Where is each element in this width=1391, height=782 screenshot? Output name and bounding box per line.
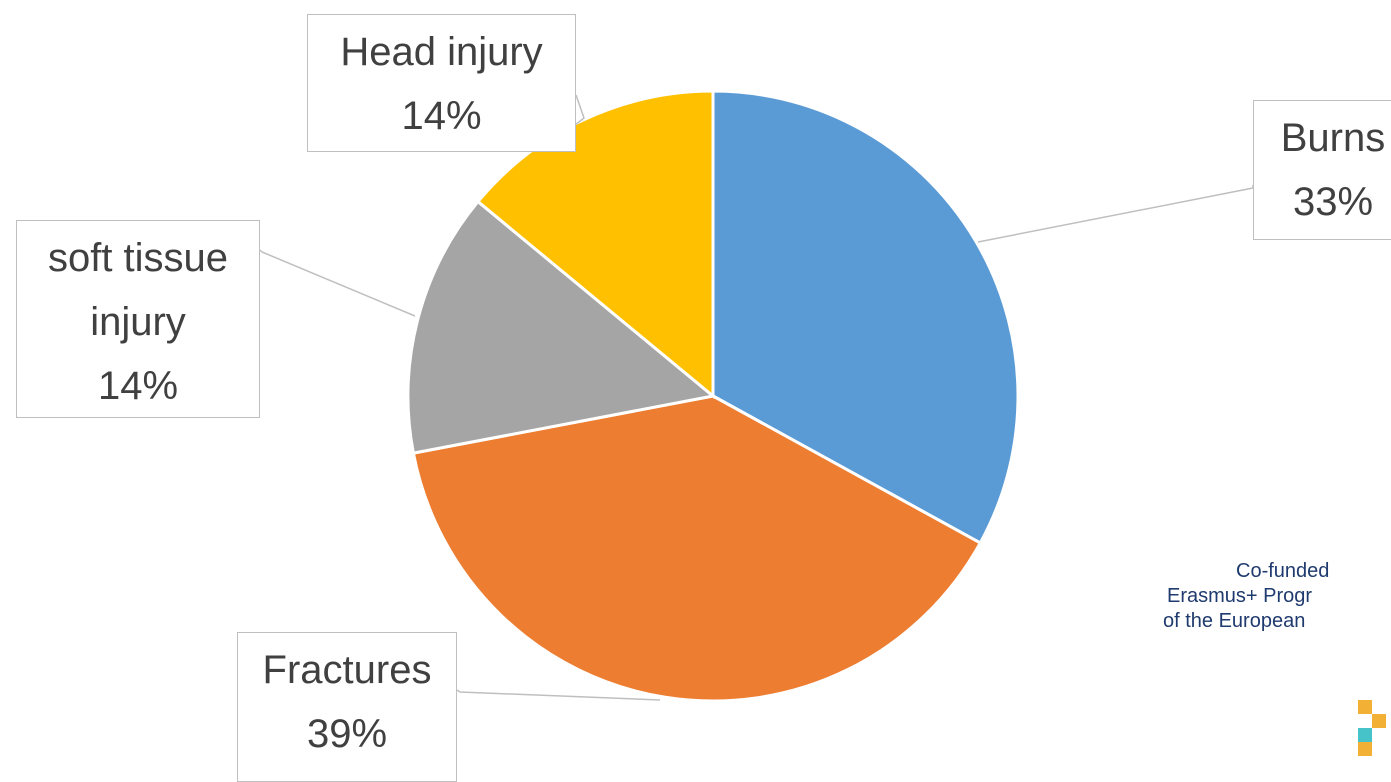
label-value: 39% <box>306 712 388 756</box>
label-category: Head injury <box>340 30 543 74</box>
logo-square <box>1358 728 1372 742</box>
logo-text: Erasmus+ Progr <box>1167 585 1313 607</box>
logo-square <box>1358 700 1372 714</box>
leader-line <box>977 185 1254 243</box>
slice <box>411 394 983 703</box>
label-category: Fractures <box>262 648 432 692</box>
label-value: 14% <box>401 94 482 138</box>
leader-line <box>259 249 416 317</box>
data-label: Fractures 39% <box>237 632 457 782</box>
logo-square <box>1372 714 1386 728</box>
label-value: 14% <box>97 364 179 408</box>
data-label: Burns 33% <box>1253 100 1391 240</box>
logo-square <box>1358 742 1372 756</box>
logo-text: Co-funded <box>1236 560 1330 582</box>
slices <box>406 89 1020 703</box>
slice <box>406 199 717 455</box>
logo-text: of the European <box>1163 610 1306 632</box>
label-category: soft tissue injury <box>47 236 229 344</box>
label-category: Burns <box>1280 116 1386 160</box>
slice <box>711 89 1020 545</box>
slice <box>475 89 715 400</box>
leader-line <box>574 94 585 126</box>
leader-line <box>456 689 661 701</box>
label-value: 33% <box>1292 180 1374 224</box>
data-label: Head injury 14% <box>307 14 576 152</box>
data-label: soft tissue injury 14% <box>16 220 260 418</box>
